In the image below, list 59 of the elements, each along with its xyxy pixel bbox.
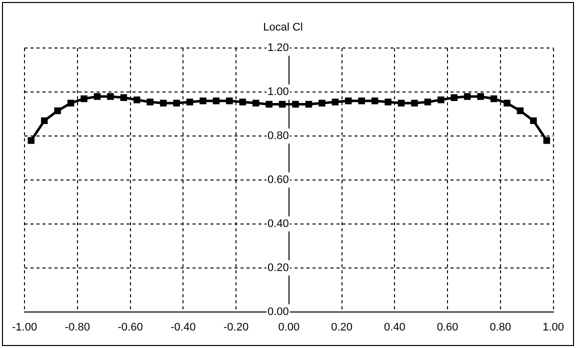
y-tick-label: 0.60 [267,174,289,186]
point [477,93,484,100]
x-tick-label: -0.20 [224,321,249,334]
point [424,98,432,106]
chart-title: Local Cl [263,22,303,34]
x-tick-label: 0.00 [278,321,300,334]
point [80,95,88,102]
x-tick-label: 1.00 [542,321,564,334]
point [358,98,365,104]
x-tick-label: 0.80 [490,321,512,334]
x-tick-label: -0.80 [64,321,90,334]
point [107,93,114,100]
point [173,100,180,106]
point [278,100,286,108]
point [40,117,48,124]
point [54,107,61,114]
point [516,107,524,114]
x-tick-label: 0.40 [384,321,406,334]
point [543,137,550,144]
point [371,98,378,104]
x-tick-label: -1.00 [12,321,38,334]
point [504,100,510,106]
point [490,95,498,102]
point [239,98,246,106]
point [212,98,220,104]
point [134,96,140,104]
point [411,100,418,106]
y-tick-label: 1.20 [267,42,289,54]
point [292,100,299,108]
point [226,98,233,104]
point [94,93,101,100]
point [530,117,537,124]
point [332,98,339,106]
point [266,100,272,108]
x-tick-label: -0.40 [170,321,196,334]
point [146,98,154,106]
point [120,94,128,101]
point [398,100,405,106]
point [305,100,312,108]
point [252,100,260,106]
y-tick-label: 0.20 [267,262,289,274]
y-tick-label: 1.00 [267,86,289,98]
point [345,98,352,104]
x-tick-label: 0.60 [436,321,458,334]
y-tick-label: 0.40 [267,218,289,230]
point [160,100,167,106]
point [200,98,206,104]
x-tick-label: 0.20 [331,321,353,334]
point [67,100,74,106]
point [384,98,392,106]
x-tick-label: -0.60 [118,321,143,334]
point [464,93,471,100]
point [438,96,444,104]
point [28,137,35,144]
point [450,94,458,101]
y-tick-label: 0.80 [267,130,289,142]
y-tick-label: 0.00 [267,306,289,318]
point [318,100,326,106]
point [186,98,194,106]
